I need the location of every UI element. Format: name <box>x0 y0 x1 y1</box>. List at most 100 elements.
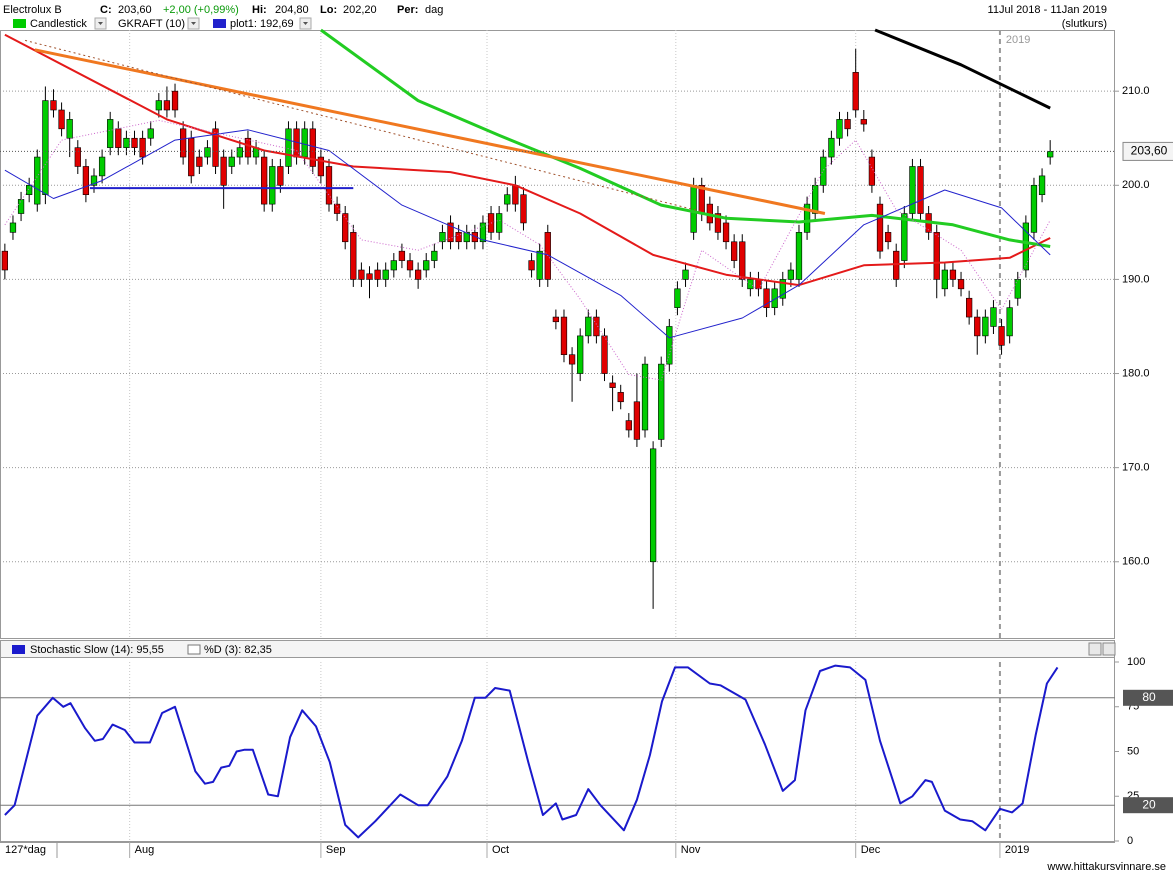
candle-body <box>228 156 235 167</box>
candle-body <box>26 184 33 196</box>
candle-body <box>66 119 73 139</box>
last-price-label: 203,60 <box>1131 144 1168 158</box>
candle-body <box>504 194 511 205</box>
bar-count: 127*dag <box>5 844 46 856</box>
candle-body <box>974 316 981 337</box>
candle-body <box>1014 279 1021 299</box>
candle-body <box>301 128 308 158</box>
candle-body <box>188 137 195 177</box>
candle-body <box>34 156 41 205</box>
y-tick-label: 180.0 <box>1122 367 1150 379</box>
plot-layer: Aug Sep Oct Nov Dec 2019 2019 160.0 170.0 180.0 19… <box>0 28 1173 858</box>
candle-body <box>1047 151 1054 158</box>
candle-body <box>803 203 811 233</box>
candle-body <box>244 137 252 158</box>
candle-body <box>617 392 624 403</box>
candle-body <box>852 72 859 111</box>
y-tick-label: 170.0 <box>1122 462 1150 474</box>
price-basis: (slutkurs) <box>1062 18 1107 30</box>
x-tick-label: Aug <box>135 844 155 856</box>
candle-body <box>58 109 65 130</box>
candle-body <box>1038 175 1046 196</box>
stoch-panel-frame <box>0 657 1115 842</box>
candle-body <box>828 137 835 158</box>
candle-body <box>966 297 973 318</box>
last-price-box <box>1122 141 1173 161</box>
line <box>4 664 1059 839</box>
stoch-header <box>0 640 1115 658</box>
zoom-button[interactable] <box>1088 642 1102 656</box>
candle-body <box>366 273 373 280</box>
candle-body <box>390 260 397 271</box>
candle-body <box>325 166 333 205</box>
y-tick-label: 0 <box>1127 835 1133 847</box>
candle-body <box>941 269 948 290</box>
candle-body <box>893 250 900 280</box>
candle-body <box>179 128 187 158</box>
candle-body <box>625 420 632 431</box>
candle-body <box>439 232 446 243</box>
candle-body <box>844 119 851 130</box>
candle-body <box>82 166 90 196</box>
dropdown-arrow <box>303 22 308 25</box>
candle-body <box>601 335 608 374</box>
level-label: 80 <box>1142 690 1156 704</box>
line <box>34 48 826 215</box>
candle-body <box>593 316 600 337</box>
candle-body <box>909 166 916 214</box>
candle-body <box>414 269 422 280</box>
level-box <box>1123 689 1173 706</box>
candle-body <box>779 279 786 299</box>
candle-body <box>236 147 243 158</box>
legend-indicator: GKRAFT (10) <box>118 18 185 30</box>
candle-body <box>739 241 746 280</box>
candle-body <box>350 232 357 280</box>
candle-body <box>933 232 940 280</box>
candle-body <box>633 401 641 440</box>
dropdown-arrow <box>191 22 196 25</box>
candle-body <box>196 156 203 167</box>
main-panel-frame <box>0 30 1115 639</box>
candle-body <box>755 279 762 290</box>
candle-body <box>1006 307 1013 337</box>
candle-body <box>658 363 665 440</box>
candle-body <box>585 316 592 337</box>
candle-body <box>406 260 414 271</box>
legend-plot1: plot1: 192,69 <box>230 18 294 30</box>
candle-body <box>269 166 276 205</box>
legend-swatch <box>187 644 201 655</box>
candle-body <box>1030 184 1038 233</box>
candle-body <box>471 232 478 243</box>
candle-body <box>998 326 1005 346</box>
candle-body <box>382 269 389 280</box>
close-label: C: <box>100 4 112 16</box>
candle-body <box>115 128 122 148</box>
candle-body <box>512 184 519 205</box>
x-tick-label: Sep <box>326 844 346 856</box>
high: 204,80 <box>275 4 309 16</box>
candle-body <box>107 119 114 148</box>
close: 203,60 <box>118 4 152 16</box>
candle-body <box>868 156 876 186</box>
candle-body <box>990 307 997 327</box>
candle-body <box>674 288 681 308</box>
instrument: Electrolux B <box>3 4 62 16</box>
legend-swatch <box>213 19 226 28</box>
y-tick-label: 100 <box>1127 656 1145 668</box>
candle-body <box>568 354 576 365</box>
y-tick-label: 210.0 <box>1122 85 1150 97</box>
candle-body <box>423 260 430 271</box>
close-button[interactable] <box>1102 642 1116 656</box>
candle-body <box>463 232 470 243</box>
candle-body <box>455 232 462 243</box>
candle-body <box>560 316 568 356</box>
period-label: Per: <box>397 4 418 16</box>
candle-body <box>641 363 649 431</box>
candle-body <box>536 250 543 280</box>
candle-body <box>171 90 179 111</box>
candle-body <box>884 232 892 243</box>
candle-body <box>261 156 268 205</box>
candle-body <box>812 184 819 214</box>
candle-body <box>447 222 454 243</box>
